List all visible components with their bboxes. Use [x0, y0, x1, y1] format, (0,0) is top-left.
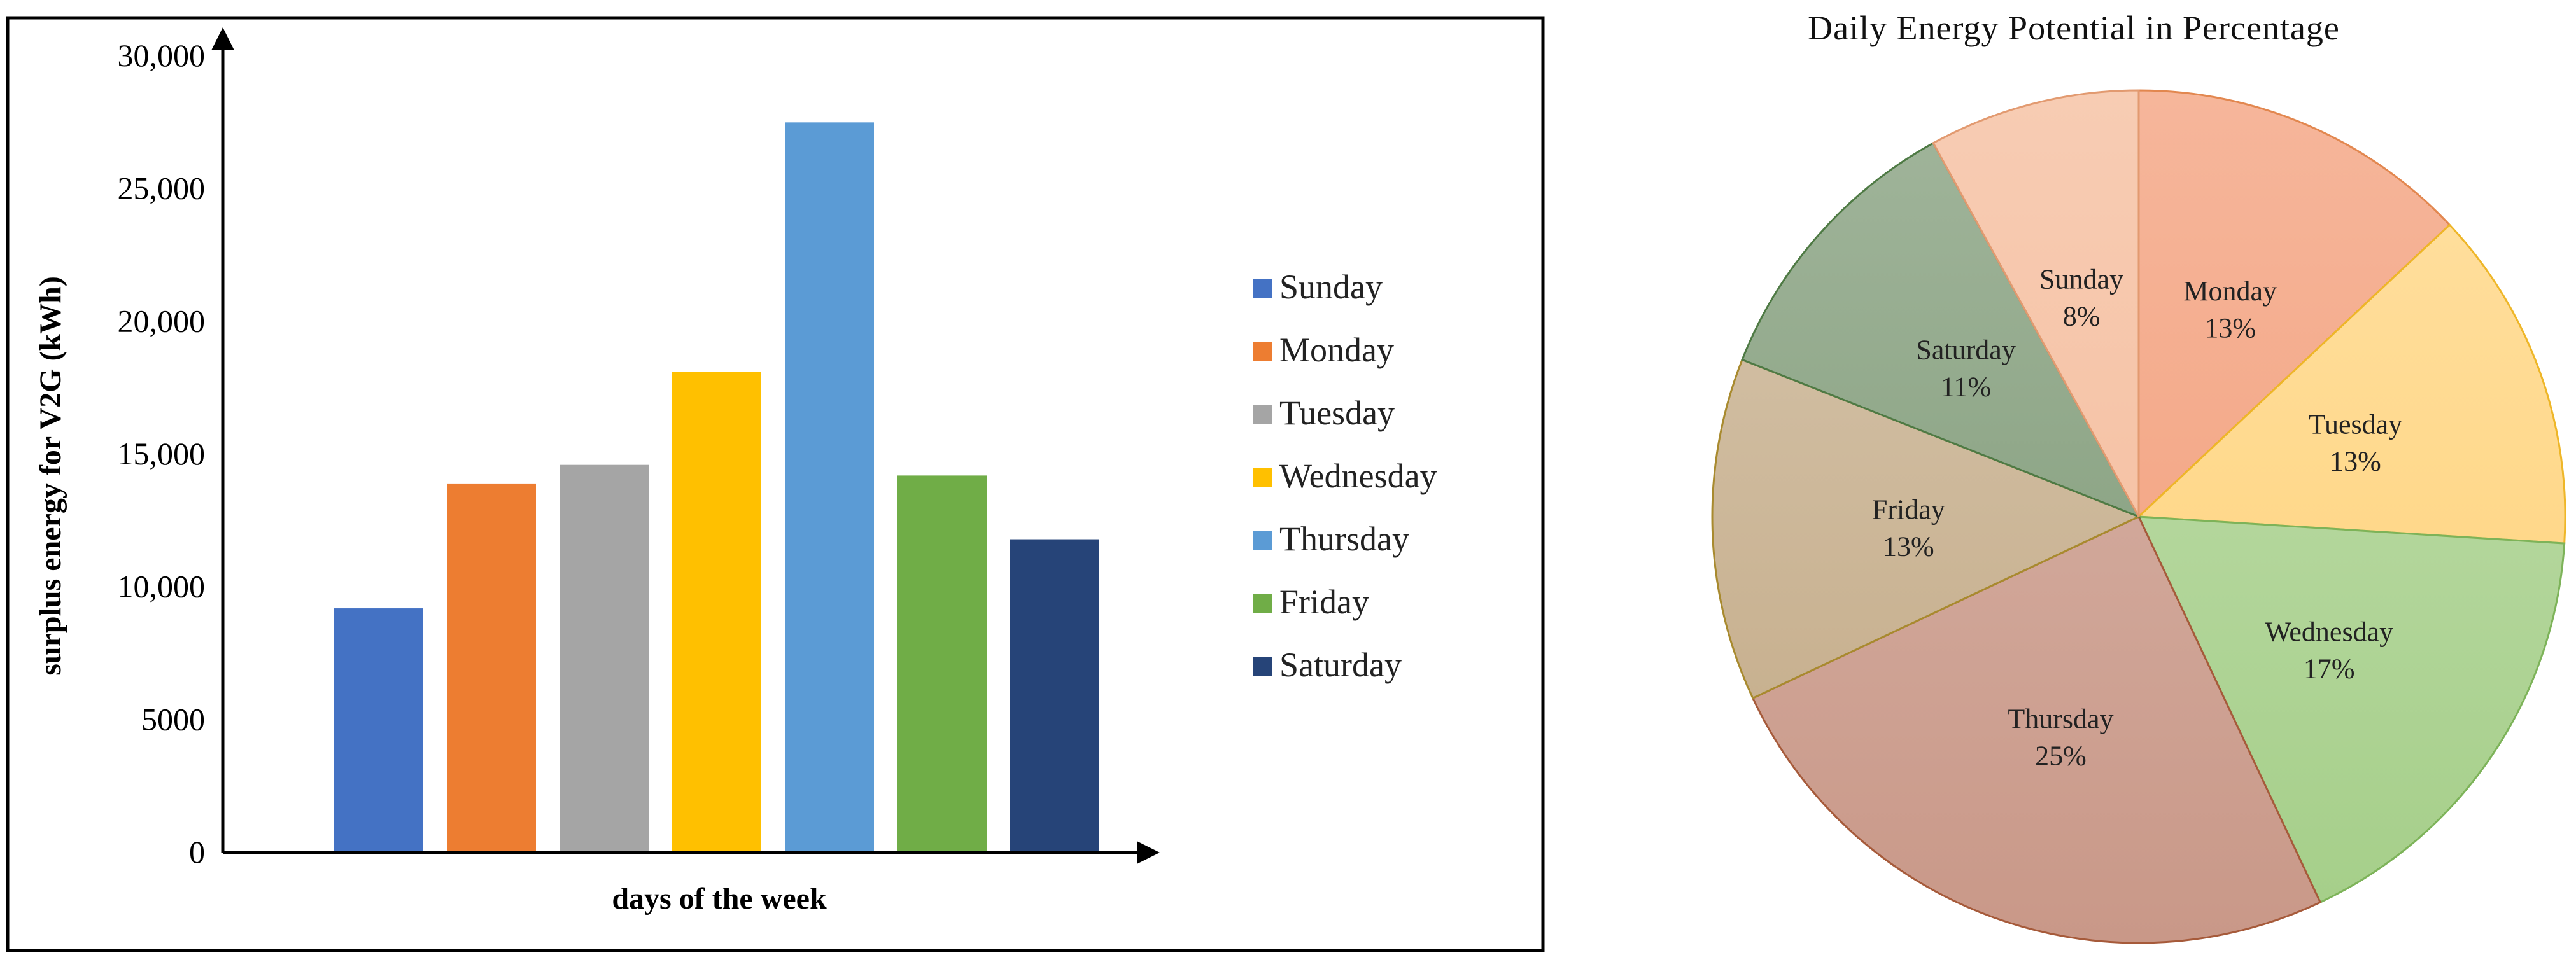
pie-label-thursday: Thursday: [2008, 703, 2113, 734]
y-tick-label: 5000: [141, 701, 205, 737]
pie-slice-thursday: [1751, 515, 2322, 944]
pie-labels: Monday 13% Tuesday 13% Wednesday 17% Thursday 2…: [1872, 264, 2402, 772]
pie-label-friday: Friday: [1872, 494, 1945, 525]
pie-slice-monday: [2137, 89, 2451, 519]
pie-chart-panel: Daily Energy Potential in Percentage Mon…: [1572, 0, 2576, 959]
y-tick-labels: 0 5000 10,000 15,000 20,000 25,000 30,000: [118, 38, 206, 870]
y-tick-label: 25,000: [118, 171, 206, 206]
pie-slice-wednesday: [2137, 515, 2566, 904]
pie-slices: [1711, 89, 2566, 944]
pie-slice-saturday: [1741, 141, 2141, 519]
pie-slice-sunday: [1932, 89, 2140, 517]
bar-series: [334, 122, 1099, 853]
y-tick-label: 20,000: [118, 303, 206, 338]
bar-chart: 0 5000 10,000 15,000 20,000 25,000 30,000 surp…: [6, 16, 1545, 952]
legend-swatch-monday: [1253, 342, 1272, 361]
y-tick-label: 10,000: [118, 569, 206, 604]
legend-label-wednesday: Wednesday: [1279, 457, 1437, 495]
bar-chart-panel: 0 5000 10,000 15,000 20,000 25,000 30,000 surp…: [6, 16, 1545, 952]
y-axis-title: surplus energy for V2G (kWh): [34, 276, 67, 676]
pie-percent-sunday: 8%: [2063, 301, 2101, 332]
legend-swatch-sunday: [1253, 279, 1272, 298]
pie-slice-friday: [1711, 358, 2141, 700]
pie-label-tuesday: Tuesday: [2309, 408, 2403, 440]
pie-percent-tuesday: 13%: [2330, 445, 2381, 477]
legend-label-thursday: Thursday: [1279, 520, 1409, 558]
pie-chart: Daily Energy Potential in Percentage Mon…: [1711, 9, 2566, 944]
pie-percent-monday: 13%: [2204, 312, 2256, 344]
bar-monday: [447, 483, 536, 853]
pie-percent-saturday: 11%: [1941, 372, 1991, 403]
pie-label-saturday: Saturday: [1916, 335, 2015, 366]
chart-frame: [6, 16, 1545, 952]
pie-percent-friday: 13%: [1883, 531, 1934, 562]
pie-title: Daily Energy Potential in Percentage: [1808, 9, 2340, 47]
legend-label-monday: Monday: [1279, 331, 1394, 369]
legend-label-tuesday: Tuesday: [1279, 394, 1395, 432]
y-tick-label: 0: [189, 834, 205, 870]
bar-tuesday: [560, 464, 649, 853]
bar-friday: [897, 475, 987, 853]
legend-label-sunday: Sunday: [1279, 268, 1383, 306]
legend-swatch-saturday: [1253, 657, 1272, 676]
pie-label-wednesday: Wednesday: [2265, 616, 2393, 647]
legend-label-friday: Friday: [1279, 583, 1369, 621]
legend: Sunday Monday Tuesday Wednesday Thursday Frid…: [1253, 268, 1437, 684]
legend-swatch-thursday: [1253, 531, 1272, 550]
bar-sunday: [334, 608, 423, 853]
legend-swatch-tuesday: [1253, 405, 1272, 424]
x-axis-title: days of the week: [612, 882, 827, 916]
pie-label-sunday: Sunday: [2039, 264, 2123, 295]
bar-wednesday: [672, 372, 761, 853]
pie-slice-tuesday: [2136, 223, 2566, 545]
bar-saturday: [1010, 539, 1099, 853]
legend-label-saturday: Saturday: [1279, 646, 1402, 684]
pie-percent-thursday: 25%: [2035, 740, 2087, 771]
bar-thursday: [785, 122, 874, 853]
y-tick-label: 30,000: [118, 38, 206, 73]
pie-percent-wednesday: 17%: [2304, 653, 2355, 684]
y-tick-label: 15,000: [118, 436, 206, 471]
pie-label-monday: Monday: [2183, 275, 2277, 307]
legend-swatch-wednesday: [1253, 468, 1272, 487]
legend-swatch-friday: [1253, 594, 1272, 613]
